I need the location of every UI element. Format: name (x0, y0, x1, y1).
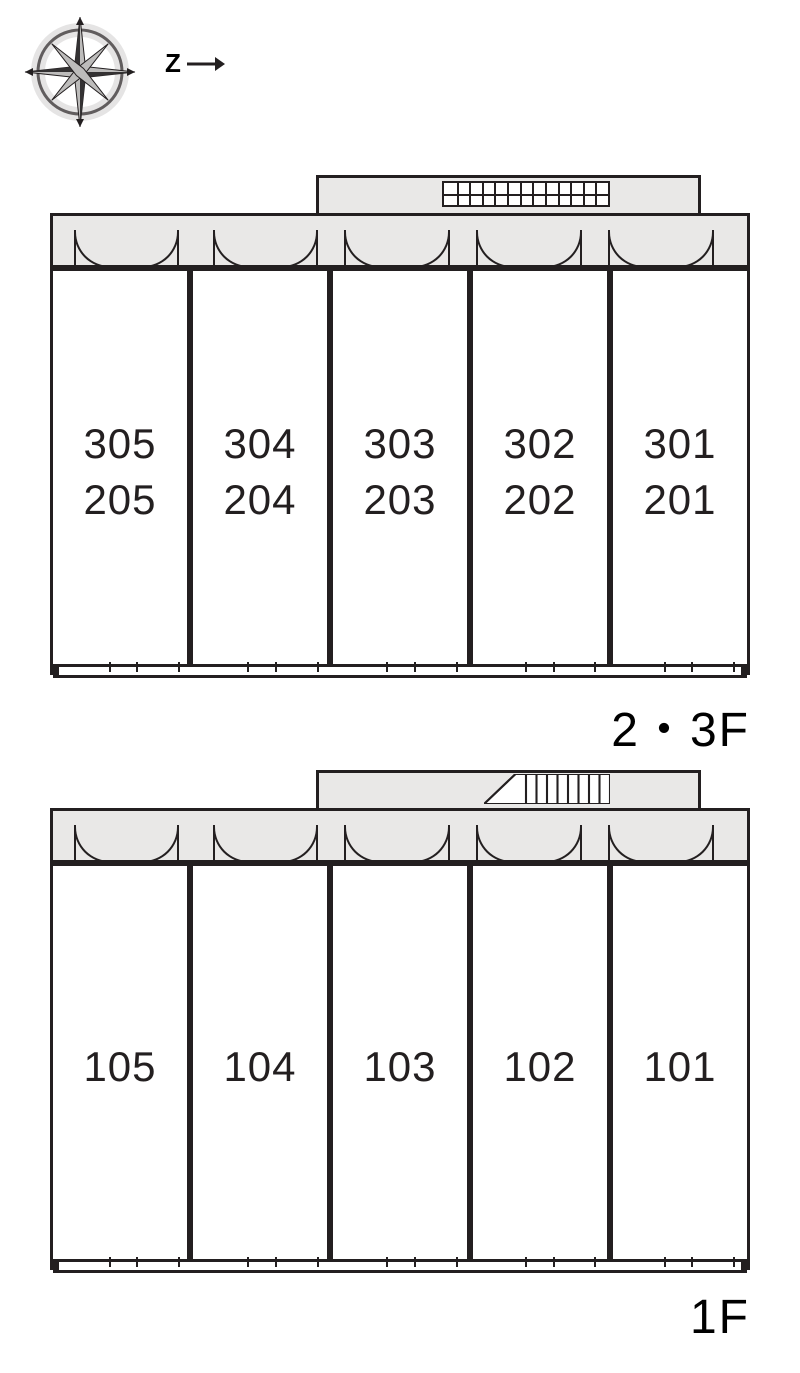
door-swing-icon (74, 232, 110, 268)
unit-number: 301 (643, 420, 716, 468)
unit-number: 102 (503, 1043, 576, 1091)
door-swing-icon (608, 232, 644, 268)
unit-105: 105 (53, 866, 193, 1267)
unit-number: 103 (363, 1043, 436, 1091)
door-swing-icon (414, 232, 450, 268)
window-tick (386, 1257, 388, 1267)
door-row (53, 228, 747, 268)
unit-302-202: 302 202 (473, 271, 613, 672)
unit-number: 104 (223, 1043, 296, 1091)
unit-row: 105 104 103 102 101 (50, 863, 750, 1270)
unit-number: 201 (643, 476, 716, 524)
door-swing-icon (546, 827, 582, 863)
door-swing-icon (546, 232, 582, 268)
floor-label-upper: 2・3F (611, 690, 750, 760)
unit-number: 205 (83, 476, 156, 524)
door-swing-icon (143, 827, 179, 863)
unit-104: 104 (193, 866, 333, 1267)
door-swing-icon (143, 232, 179, 268)
door-row (53, 823, 747, 863)
unit-301-201: 301 201 (613, 271, 747, 672)
unit-number: 203 (363, 476, 436, 524)
window-tick (317, 1257, 319, 1267)
unit-number: 305 (83, 420, 156, 468)
compass-icon (20, 12, 160, 132)
window-tick (664, 1257, 666, 1267)
door-swing-icon (608, 827, 644, 863)
window-tick (178, 1257, 180, 1267)
door-swing-icon (414, 827, 450, 863)
unit-number: 303 (363, 420, 436, 468)
door-swing-icon (213, 827, 249, 863)
window-tick (553, 662, 555, 672)
window-tick (247, 662, 249, 672)
floorplan-1f: 105 104 103 102 101 (50, 770, 750, 1270)
compass-direction: Z (165, 48, 225, 79)
arrow-right-icon (187, 55, 225, 73)
unit-304-204: 304 204 (193, 271, 333, 672)
door-swing-icon (74, 827, 110, 863)
door-swing-icon (282, 827, 318, 863)
unit-number: 101 (643, 1043, 716, 1091)
window-tick (594, 662, 596, 672)
window-tick (594, 1257, 596, 1267)
door-swing-icon (476, 232, 512, 268)
unit-103: 103 (333, 866, 473, 1267)
unit-305-205: 305 205 (53, 271, 193, 672)
door-swing-icon (678, 232, 714, 268)
unit-102: 102 (473, 866, 613, 1267)
window-tick (525, 662, 527, 672)
window-tick (691, 1257, 693, 1267)
window-tick (733, 1257, 735, 1267)
window-tick (414, 1257, 416, 1267)
window-tick (414, 662, 416, 672)
floorplan-2-3f: 305 205 304 204 303 203 302 202 301 201 (50, 175, 750, 675)
window-tick (109, 662, 111, 672)
window-tick (386, 662, 388, 672)
balcony-rail (53, 1259, 747, 1273)
window-tick (733, 662, 735, 672)
staircase (484, 774, 610, 804)
window-tick (317, 662, 319, 672)
balcony-rail (53, 664, 747, 678)
window-tick (136, 662, 138, 672)
door-swing-icon (476, 827, 512, 863)
window-tick (247, 1257, 249, 1267)
window-tick (178, 662, 180, 672)
door-swing-icon (282, 232, 318, 268)
compass (20, 12, 160, 137)
unit-number: 302 (503, 420, 576, 468)
window-tick (136, 1257, 138, 1267)
window-tick (664, 662, 666, 672)
window-tick (275, 662, 277, 672)
staircase (442, 181, 610, 207)
unit-number: 304 (223, 420, 296, 468)
door-swing-icon (344, 232, 380, 268)
window-tick (691, 662, 693, 672)
compass-direction-label: Z (165, 48, 181, 79)
unit-303-203: 303 203 (333, 271, 473, 672)
window-tick (456, 1257, 458, 1267)
unit-101: 101 (613, 866, 747, 1267)
window-tick (553, 1257, 555, 1267)
door-swing-icon (678, 827, 714, 863)
window-tick (456, 662, 458, 672)
floor-label-lower: 1F (690, 1290, 750, 1345)
window-tick (275, 1257, 277, 1267)
unit-number: 204 (223, 476, 296, 524)
unit-number: 105 (83, 1043, 156, 1091)
door-swing-icon (344, 827, 380, 863)
window-tick (109, 1257, 111, 1267)
door-swing-icon (213, 232, 249, 268)
unit-row: 305 205 304 204 303 203 302 202 301 201 (50, 268, 750, 675)
window-tick (525, 1257, 527, 1267)
unit-number: 202 (503, 476, 576, 524)
